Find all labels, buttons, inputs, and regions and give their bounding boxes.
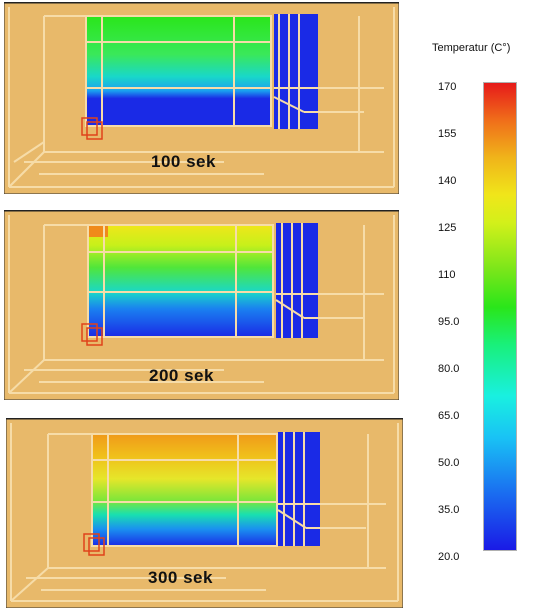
time-label-100: 100 sek — [151, 152, 216, 171]
time-label-300: 300 sek — [148, 568, 213, 587]
simulation-panel-200: 200 sek — [4, 210, 399, 400]
legend-tick: 35.0 — [438, 504, 460, 516]
heat-source-marker-100 — [81, 117, 103, 140]
legend-tick: 95.0 — [438, 316, 460, 328]
room-render-300 — [6, 418, 403, 608]
legend-tick: 140 — [438, 175, 457, 187]
simulation-panel-100: 100 sek — [4, 2, 399, 194]
room-render-100 — [4, 2, 399, 194]
legend-tick: 80.0 — [438, 363, 460, 375]
room-render-200 — [4, 210, 399, 400]
heat-source-marker-200 — [81, 323, 103, 346]
legend-tick: 65.0 — [438, 410, 460, 422]
time-label-200: 200 sek — [149, 366, 214, 385]
heat-source-marker-300 — [83, 533, 105, 556]
temperature-colorbar — [483, 82, 517, 551]
legend-tick: 125 — [438, 222, 457, 234]
legend-tick: 110 — [438, 269, 456, 281]
simulation-panel-300: 300 sek — [6, 418, 403, 608]
legend-tick: 170 — [438, 81, 457, 93]
legend-tick: 155 — [438, 128, 457, 140]
legend-tick: 50.0 — [438, 457, 460, 469]
legend-title: Temperatur (C°) — [432, 42, 511, 54]
legend-tick: 20.0 — [438, 551, 460, 563]
